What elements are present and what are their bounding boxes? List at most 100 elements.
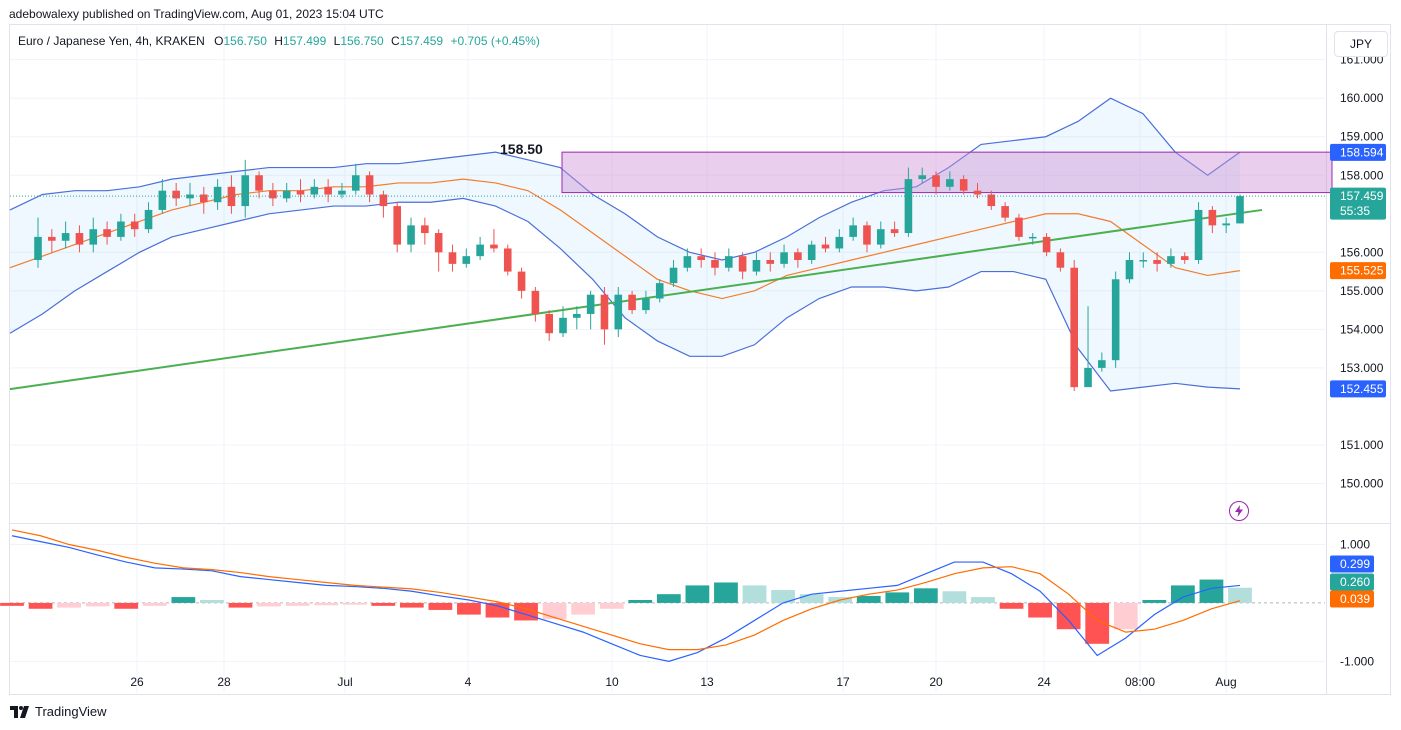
candle <box>379 190 388 218</box>
macd-histogram-bar <box>485 602 510 618</box>
candle <box>697 248 705 268</box>
candle-body <box>600 294 609 330</box>
price-tick-label: 155.000 <box>1340 284 1384 298</box>
candle-body <box>103 229 111 237</box>
macd-histogram-bar <box>771 590 795 603</box>
candle <box>517 267 526 299</box>
candle <box>172 182 180 207</box>
candle-body <box>642 298 650 311</box>
price-label-box <box>1330 262 1386 280</box>
candle-body <box>1098 360 1106 368</box>
candle <box>1153 252 1161 272</box>
candle-body <box>517 271 526 291</box>
macd-histogram-bar <box>1056 602 1081 630</box>
price-label-text: 157.459 <box>1340 189 1384 203</box>
candle <box>393 202 402 253</box>
candle <box>918 167 927 183</box>
candle-body <box>614 294 623 330</box>
candle-body <box>890 229 899 234</box>
macd-histogram-bar <box>999 602 1024 609</box>
time-tick-label: 24 <box>1037 675 1051 689</box>
candle <box>1028 233 1037 245</box>
candle-body <box>213 186 222 203</box>
candle-body <box>269 190 277 199</box>
lightning-icon[interactable] <box>1229 501 1249 521</box>
open-value: 156.750 <box>223 34 267 48</box>
macd-histogram-bar <box>599 602 624 609</box>
candle <box>1015 213 1023 241</box>
candle <box>614 286 623 338</box>
currency-button[interactable]: JPY <box>1334 31 1388 57</box>
candle-body <box>61 233 70 241</box>
macd-value-box <box>1330 590 1374 608</box>
candle-body <box>1194 209 1203 261</box>
macd-histogram-bar <box>257 602 281 607</box>
candle <box>199 186 208 214</box>
candle-body <box>296 190 305 195</box>
candle <box>421 217 429 245</box>
candle-body <box>1056 252 1065 268</box>
macd-histogram-bar <box>885 592 910 603</box>
macd-histogram-bar <box>971 597 995 603</box>
tradingview-brand[interactable]: TradingView <box>35 704 107 719</box>
low-label: L <box>333 34 341 48</box>
candle-body <box>904 179 913 234</box>
candle <box>531 286 540 322</box>
open-label: O <box>214 34 224 48</box>
candle <box>1236 194 1244 224</box>
candle-body <box>1167 256 1175 264</box>
footer: TradingView <box>10 704 107 719</box>
candle-body <box>199 194 208 203</box>
candle-body <box>34 236 42 261</box>
candle <box>407 217 415 253</box>
candle <box>932 171 940 195</box>
candle <box>186 182 194 207</box>
candle-body <box>421 225 429 234</box>
candle-body <box>1111 279 1120 361</box>
candle <box>1042 233 1051 257</box>
candle-body <box>1139 260 1148 262</box>
time-tick-label: 28 <box>217 675 231 689</box>
candle <box>1084 306 1092 388</box>
macd-histogram-bar <box>171 597 196 603</box>
candle <box>683 248 692 272</box>
candle-body <box>711 260 719 268</box>
candle <box>1125 252 1134 284</box>
candle-body <box>863 225 871 245</box>
macd-histogram-bar <box>0 602 24 606</box>
candle <box>89 217 98 253</box>
pane-divider[interactable] <box>9 523 1391 524</box>
candle-body <box>559 317 567 334</box>
candle-body <box>144 209 153 230</box>
candle-body <box>448 252 457 264</box>
macd-histogram-bar <box>942 591 967 603</box>
price-tick-label: 150.000 <box>1340 476 1384 490</box>
symbol-title[interactable]: Euro / Japanese Yen, 4h, KRAKEN <box>18 34 205 48</box>
macd-histogram-bar <box>314 602 339 606</box>
candle-body <box>1015 217 1023 237</box>
time-tick-label: 26 <box>130 675 144 689</box>
candle-body <box>1028 236 1037 239</box>
macd-value-box <box>1330 555 1374 573</box>
candle-body <box>1180 256 1189 261</box>
price-tick-label: 158.000 <box>1340 168 1384 182</box>
candle <box>34 217 42 268</box>
price-label-box <box>1330 187 1386 220</box>
candle-body <box>462 256 471 264</box>
candle <box>586 290 595 330</box>
macd-histogram-bar <box>285 602 310 606</box>
time-tick-label: 08:00 <box>1125 675 1155 689</box>
bollinger-upper-line <box>9 97 1241 261</box>
price-tick-label: 151.000 <box>1340 438 1384 452</box>
candle <box>48 229 56 253</box>
candle-body <box>1084 367 1092 388</box>
candle <box>1111 271 1120 368</box>
candle-body <box>573 313 581 318</box>
chart-frame <box>9 24 1391 695</box>
candle-body <box>282 190 291 199</box>
candle-body <box>531 290 540 314</box>
candle-body <box>932 175 940 187</box>
candle <box>269 182 277 207</box>
candle-body <box>959 179 968 191</box>
